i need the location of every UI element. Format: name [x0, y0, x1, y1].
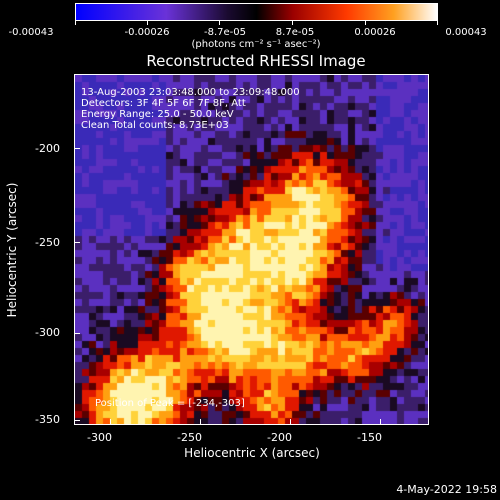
- info-detectors: Detectors: 3F 4F 5F 6F 7F 8F, Att: [81, 98, 246, 109]
- colorbar-tick: [219, 21, 220, 25]
- colorbar-tick: [147, 21, 148, 25]
- colorbar-tick-label: -0.00026: [124, 27, 170, 38]
- y-axis-tick: [74, 242, 80, 243]
- colorbar: [75, 3, 438, 21]
- x-axis-tick: [110, 419, 111, 425]
- info-time-range: 13-Aug-2003 23:03:48.000 to 23:09:48.000: [81, 87, 300, 98]
- colorbar-tick: [75, 21, 76, 25]
- x-axis-tick: [200, 419, 201, 425]
- y-axis-tick: [74, 420, 80, 421]
- info-energy-range: Energy Range: 25.0 - 50.0 keV: [81, 109, 234, 120]
- y-axis-tick: [74, 333, 80, 334]
- info-total-counts: Clean Total counts: 8.73E+03: [81, 120, 229, 131]
- x-tick-label: -200: [267, 431, 292, 444]
- colorbar-tick-label: 0.00043: [445, 27, 487, 38]
- image-plot: 13-Aug-2003 23:03:48.000 to 23:09:48.000…: [74, 74, 429, 425]
- x-axis-tick: [290, 419, 291, 425]
- colorbar-tick-label: -0.00043: [8, 27, 54, 38]
- y-tick-label: -300: [35, 326, 60, 339]
- y-tick-label: -200: [35, 142, 60, 155]
- colorbar-tick-label: -8.7e-05: [204, 27, 246, 38]
- x-tick-label: -300: [87, 431, 112, 444]
- image-title: Reconstructed RHESSI Image: [146, 52, 366, 70]
- colorbar-gradient: [76, 4, 437, 20]
- reconstructed-image-map: [75, 75, 428, 424]
- colorbar-units: (photons cm⁻² s⁻¹ asec⁻²): [191, 39, 321, 50]
- x-axis-label: Heliocentric X (arcsec): [184, 446, 320, 460]
- y-axis-label: Heliocentric Y (arcsec): [5, 182, 19, 318]
- y-axis-tick: [74, 148, 80, 149]
- colorbar-tick: [292, 21, 293, 25]
- x-axis-tick: [380, 419, 381, 425]
- y-tick-label: -250: [35, 236, 60, 249]
- colorbar-tick: [365, 21, 366, 25]
- y-tick-label: -350: [35, 413, 60, 426]
- peak-position: Position of Peak = [-234,-303]: [95, 398, 245, 409]
- colorbar-tick-label: 0.00026: [354, 27, 396, 38]
- datestamp: 4-May-2022 19:58: [396, 483, 497, 496]
- colorbar-tick-label: 8.7e-05: [275, 27, 315, 38]
- x-tick-label: -250: [177, 431, 202, 444]
- colorbar-tick: [437, 21, 438, 25]
- x-tick-label: -150: [357, 431, 382, 444]
